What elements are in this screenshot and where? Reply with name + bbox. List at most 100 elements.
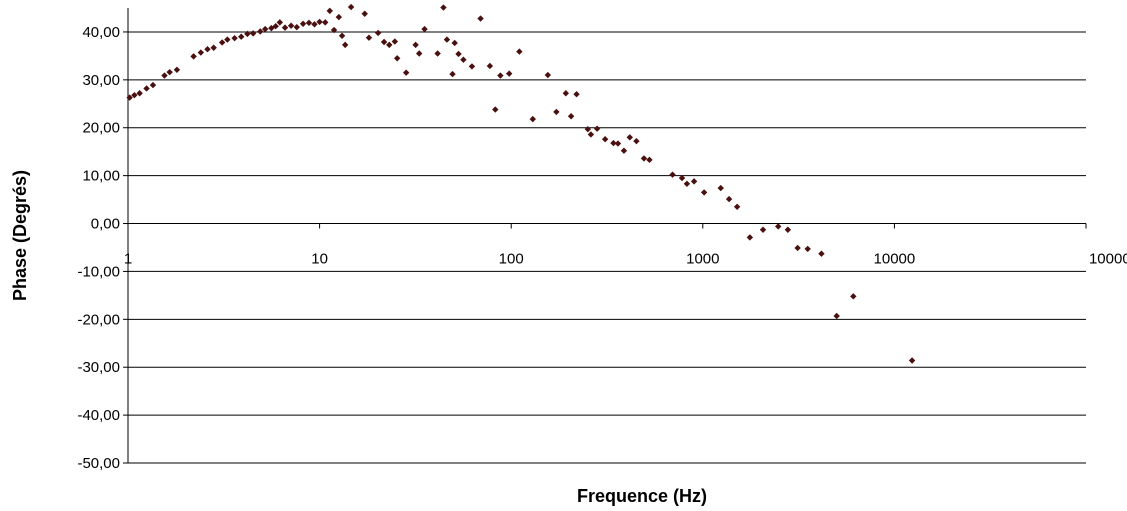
data-point-7	[173, 66, 181, 73]
y-tick-label: -50,00	[77, 455, 120, 472]
data-point-96	[908, 357, 916, 364]
x-tick-label: 1	[124, 251, 132, 268]
data-point-17	[249, 30, 257, 37]
data-point-66	[567, 113, 575, 120]
data-point-85	[725, 195, 733, 203]
data-point-28	[311, 21, 318, 28]
data-point-5	[161, 72, 168, 79]
y-tick-label: 20,00	[82, 120, 120, 137]
data-point-38	[365, 34, 373, 41]
data-point-88	[759, 226, 767, 233]
data-point-10	[204, 45, 211, 53]
data-point-79	[669, 171, 676, 178]
data-point-87	[746, 234, 754, 241]
data-point-29	[316, 18, 323, 26]
data-point-77	[640, 155, 648, 162]
y-tick-label: -40,00	[77, 407, 120, 424]
y-tick-label: 40,00	[82, 24, 120, 41]
data-point-86	[733, 203, 741, 210]
data-point-19	[261, 25, 269, 33]
data-point-14	[231, 34, 238, 42]
data-point-1	[131, 91, 138, 99]
data-point-33	[335, 13, 343, 21]
data-point-90	[784, 226, 792, 233]
data-point-94	[833, 312, 840, 320]
data-point-55	[468, 63, 476, 70]
data-point-82	[690, 178, 698, 185]
data-point-70	[593, 125, 601, 132]
y-tick-label: -10,00	[77, 263, 120, 280]
data-point-11	[210, 44, 217, 51]
data-point-9	[197, 49, 205, 56]
data-point-0	[126, 94, 133, 101]
x-tick-label: 10	[311, 251, 328, 268]
data-point-34	[338, 32, 346, 39]
data-point-16	[244, 30, 251, 38]
data-point-2	[136, 90, 143, 97]
data-point-84	[717, 184, 724, 192]
y-tick-labels: 40,00 30,00 20,00 10,00 0,00 -10,00 -20,00 -30,…	[77, 24, 120, 472]
data-points	[126, 3, 916, 364]
data-point-57	[486, 62, 494, 70]
data-point-31	[326, 7, 333, 15]
data-point-42	[391, 38, 399, 45]
x-axis-title: Frequence (Hz)	[577, 486, 707, 506]
y-tick-label: -20,00	[77, 311, 120, 328]
data-point-15	[238, 33, 245, 40]
data-point-74	[620, 147, 628, 154]
data-point-72	[610, 139, 617, 147]
data-point-92	[804, 245, 811, 253]
data-point-18	[257, 28, 264, 35]
data-point-62	[529, 115, 536, 123]
data-point-73	[614, 140, 622, 147]
data-point-53	[455, 50, 462, 58]
data-point-21	[272, 23, 279, 30]
x-tick-label: 10000	[874, 251, 916, 268]
data-point-78	[646, 156, 653, 164]
data-point-24	[287, 22, 295, 29]
data-point-69	[587, 131, 595, 138]
data-point-83	[700, 189, 708, 196]
data-point-61	[516, 48, 523, 55]
data-point-49	[440, 4, 447, 11]
data-point-23	[281, 24, 289, 31]
data-point-4	[149, 81, 157, 89]
data-point-80	[678, 174, 686, 182]
data-point-12	[218, 39, 226, 46]
data-point-35	[341, 41, 349, 49]
data-point-68	[584, 125, 592, 133]
data-point-46	[415, 50, 423, 57]
data-point-54	[460, 56, 467, 63]
data-point-44	[402, 69, 410, 76]
data-point-30	[322, 19, 329, 26]
data-point-36	[347, 3, 355, 11]
data-point-56	[477, 15, 484, 22]
data-point-39	[374, 29, 382, 37]
y-axis-title: Phase (Degrés)	[10, 170, 30, 301]
data-point-95	[850, 293, 857, 300]
data-point-6	[166, 68, 173, 76]
data-point-25	[293, 23, 300, 31]
data-point-63	[544, 71, 552, 79]
data-point-75	[626, 134, 633, 141]
data-point-48	[434, 50, 441, 57]
data-point-67	[573, 91, 580, 98]
data-point-93	[818, 250, 825, 257]
data-point-58	[492, 106, 499, 113]
data-point-51	[449, 70, 456, 78]
x-tick-label: 1000	[686, 251, 719, 268]
y-tick-label: -30,00	[77, 359, 120, 376]
data-point-47	[421, 25, 428, 33]
data-point-81	[683, 180, 691, 187]
x-tick-label: 100	[499, 251, 524, 268]
data-point-22	[276, 19, 284, 26]
data-point-3	[143, 85, 150, 92]
data-point-76	[633, 137, 640, 145]
data-point-32	[330, 26, 338, 34]
data-point-71	[601, 136, 609, 143]
data-point-65	[562, 90, 570, 97]
data-point-8	[190, 53, 197, 60]
data-point-89	[775, 223, 782, 230]
data-point-43	[393, 55, 401, 62]
